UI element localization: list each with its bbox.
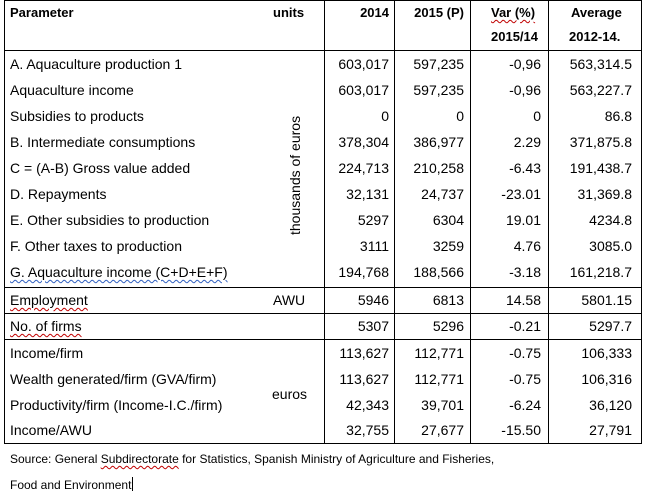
table-row: Income/AWU 32,755 27,677 -15.50 27,791 bbox=[10, 422, 632, 438]
table-row: Aquaculture income 603,017 597,235 -0,96… bbox=[10, 82, 632, 98]
rule-top bbox=[4, 0, 642, 1]
table-row: G. Aquaculture income (C+D+E+F) 194,768 … bbox=[10, 264, 632, 280]
table-row: Productivity/firm (Income-I.C./firm) 42,… bbox=[10, 397, 632, 413]
rule-header bbox=[4, 50, 642, 51]
header-var-period: 2015/14 bbox=[491, 29, 538, 44]
text-cursor bbox=[132, 477, 134, 491]
unit-awu: AWU bbox=[273, 292, 306, 308]
rule-left bbox=[4, 0, 5, 443]
rule-col-average bbox=[548, 0, 549, 443]
rule-after-employment bbox=[4, 313, 642, 314]
table-row: B. Intermediate consumptions 378,304 386… bbox=[10, 134, 632, 150]
table-row: Wealth generated/firm (GVA/firm) 113,627… bbox=[10, 371, 632, 387]
rule-col-2015 bbox=[394, 0, 395, 443]
header-units: units bbox=[273, 5, 305, 20]
header-2014: 2014 bbox=[360, 5, 389, 20]
header-parameter: Parameter bbox=[10, 5, 74, 20]
table-row: A. Aquaculture production 1 603,017 597,… bbox=[10, 56, 632, 72]
header-var: Var (%) bbox=[491, 5, 536, 20]
unit-euros: euros bbox=[272, 386, 308, 402]
rule-bottom bbox=[4, 443, 642, 444]
header-average: Average bbox=[571, 5, 622, 20]
table-row: No. of firms 5307 5296 -0.21 5297.7 bbox=[10, 318, 632, 334]
table-row: Subsidies to products 0 0 0 86.8 bbox=[10, 108, 632, 124]
source-note: Source: General Subdirectorate for Stati… bbox=[10, 452, 495, 466]
table-row: Employment 5946 6813 14.58 5801.15 bbox=[10, 292, 632, 308]
table-row: Income/firm 113,627 112,771 -0.75 106,33… bbox=[10, 345, 632, 361]
table-row: F. Other taxes to production 3111 3259 4… bbox=[10, 238, 632, 254]
rule-col-var bbox=[470, 0, 471, 443]
rule-right bbox=[641, 0, 642, 443]
header-2015: 2015 (P) bbox=[414, 5, 464, 20]
table-row: C = (A-B) Gross value added 224,713 210,… bbox=[10, 160, 632, 176]
rule-after-income bbox=[4, 287, 642, 288]
rule-col-2014 bbox=[324, 0, 325, 443]
rule-after-firms bbox=[4, 339, 642, 340]
table-row: D. Repayments 32,131 24,737 -23.01 31,36… bbox=[10, 186, 632, 202]
header-average-period: 2012-14. bbox=[569, 29, 621, 44]
table-row: E. Other subsidies to production 5297 63… bbox=[10, 212, 632, 228]
source-note-line2: Food and Environment bbox=[10, 477, 134, 492]
